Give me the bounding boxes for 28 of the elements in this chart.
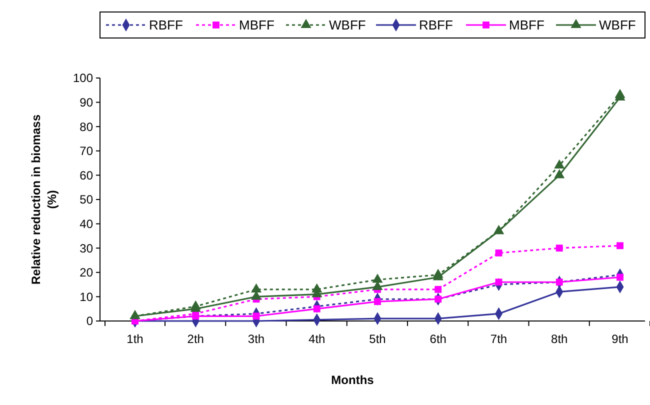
y-tick-label: 100	[72, 71, 94, 86]
x-tick-label: 4th	[308, 332, 326, 346]
y-tick-label: 70	[80, 144, 94, 158]
x-tick-label: 8th	[551, 332, 568, 346]
y-tick-label: 30	[80, 241, 94, 256]
x-tick-label: 1th	[126, 332, 144, 346]
y-tick-label: 0	[86, 314, 94, 328]
x-tick-label: 2th	[187, 332, 204, 346]
legend-label: WBFF	[599, 18, 636, 33]
legend-label: MBFF	[239, 18, 274, 33]
y-tick-label: 60	[80, 168, 94, 182]
y-tick-label: 80	[80, 120, 94, 134]
legend-label: RBFF	[419, 18, 453, 33]
legend-label: WBFF	[329, 18, 366, 33]
legend-label: MBFF	[509, 18, 544, 33]
x-tick-label: 3th	[248, 332, 265, 346]
x-tick-label: 6th	[430, 332, 446, 346]
y-axis-title: Relative reduction in biomass (%)	[29, 114, 59, 285]
y-tick-label: 40	[80, 217, 94, 231]
x-tick-label: 5th	[369, 332, 386, 346]
x-tick-label: 9th	[612, 332, 628, 346]
y-tick-label: 90	[80, 96, 94, 110]
legend-label: RBFF	[149, 18, 183, 33]
x-axis-title: Months	[331, 373, 374, 387]
y-tick-label: 10	[80, 290, 94, 304]
x-tick-label: 7th	[490, 332, 508, 346]
y-tick-label: 20	[80, 266, 94, 280]
y-tick-label: 50	[80, 192, 94, 207]
